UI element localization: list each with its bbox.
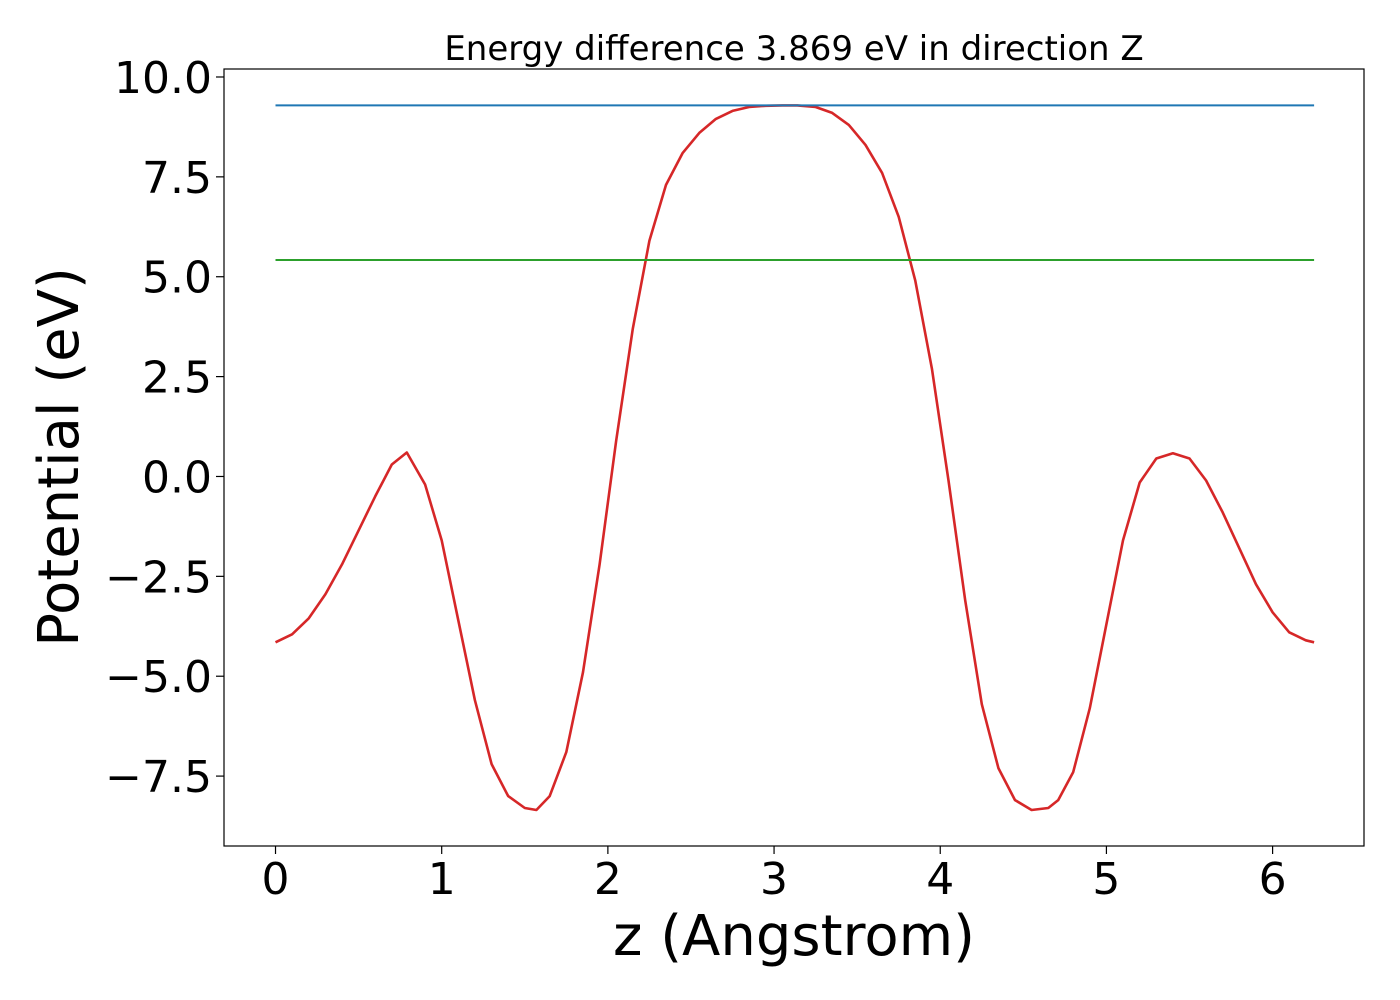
y-tick-label: 7.5 (142, 153, 212, 204)
y-axis: −7.5 −5.0 −2.5 0.0 2.5 5.0 7.5 10.0 (105, 53, 224, 803)
x-tick-label: 5 (1092, 854, 1120, 905)
y-axis-label: Potential (eV) (27, 267, 92, 647)
series-layer (274, 104, 1315, 812)
x-axis: 0 1 2 3 4 5 6 (262, 846, 1287, 905)
chart-title: Energy difference 3.869 eV in direction … (444, 29, 1143, 69)
y-tick-label: −7.5 (105, 752, 212, 803)
x-tick-label: 1 (428, 854, 456, 905)
x-axis-label: z (Angstrom) (613, 904, 975, 969)
series-line-0 (274, 104, 1315, 812)
y-tick-label: 0.0 (142, 452, 212, 503)
y-tick-label: −2.5 (105, 552, 212, 603)
plot-area (223, 68, 1365, 847)
y-tick-label: 10.0 (114, 53, 212, 104)
x-tick-label: 4 (926, 854, 954, 905)
x-tick-label: 3 (760, 854, 788, 905)
y-tick-label: 5.0 (142, 253, 212, 304)
y-tick-label: 2.5 (142, 353, 212, 404)
plot-frame (223, 68, 1365, 847)
x-tick-label: 0 (262, 854, 290, 905)
y-tick-label: −5.0 (105, 652, 212, 703)
x-tick-label: 6 (1259, 854, 1287, 905)
x-tick-label: 2 (594, 854, 622, 905)
